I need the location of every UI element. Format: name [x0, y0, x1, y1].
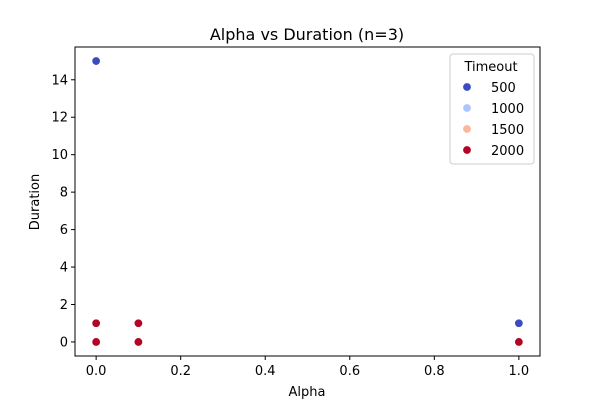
- x-tick-label: 0.0: [86, 364, 107, 379]
- data-point: [514, 337, 524, 347]
- legend-title: Timeout: [463, 60, 517, 75]
- x-tick-label: 0.6: [339, 364, 360, 379]
- x-tick-label: 1.0: [509, 364, 530, 379]
- legend-marker: [462, 82, 472, 92]
- y-axis: 0 2 4 6 8 10 12 14: [51, 73, 75, 350]
- y-tick-label: 14: [51, 73, 68, 88]
- plot-frame: [74, 46, 541, 357]
- x-tick-label: 0.4: [255, 364, 276, 379]
- legend-label: 1500: [491, 123, 524, 138]
- y-tick-label: 12: [51, 111, 68, 126]
- x-tick-label: 0.2: [170, 364, 191, 379]
- y-axis-label: Duration: [28, 174, 43, 230]
- y-tick-label: 10: [51, 148, 68, 163]
- data-point: [514, 318, 524, 328]
- legend-items: 500 1000 1500 2000: [462, 81, 524, 159]
- y-tick-label: 6: [60, 223, 68, 238]
- data-point: [91, 56, 101, 66]
- x-tick-label: 0.8: [424, 364, 445, 379]
- legend-marker: [462, 124, 472, 134]
- legend-marker: [462, 103, 472, 113]
- y-tick-label: 2: [60, 298, 68, 313]
- legend-label: 2000: [491, 144, 524, 159]
- data-point: [133, 337, 143, 347]
- legend-marker: [462, 145, 472, 155]
- y-tick-label: 8: [60, 186, 68, 201]
- data-points: [91, 56, 524, 347]
- legend-box: [449, 53, 535, 165]
- legend: Timeout 500 1000 1500 2000: [449, 53, 535, 165]
- legend-label: 1000: [491, 102, 524, 117]
- legend-label: 500: [491, 81, 516, 96]
- y-tick-label: 4: [60, 261, 68, 276]
- x-axis-label: Alpha: [289, 385, 326, 400]
- data-point: [133, 318, 143, 328]
- x-axis: 0.0 0.2 0.4 0.6 0.8 1.0: [86, 356, 529, 379]
- data-point: [91, 318, 101, 328]
- data-point: [91, 337, 101, 347]
- y-tick-label: 0: [60, 335, 68, 350]
- chart-title: Alpha vs Duration (n=3): [210, 25, 404, 44]
